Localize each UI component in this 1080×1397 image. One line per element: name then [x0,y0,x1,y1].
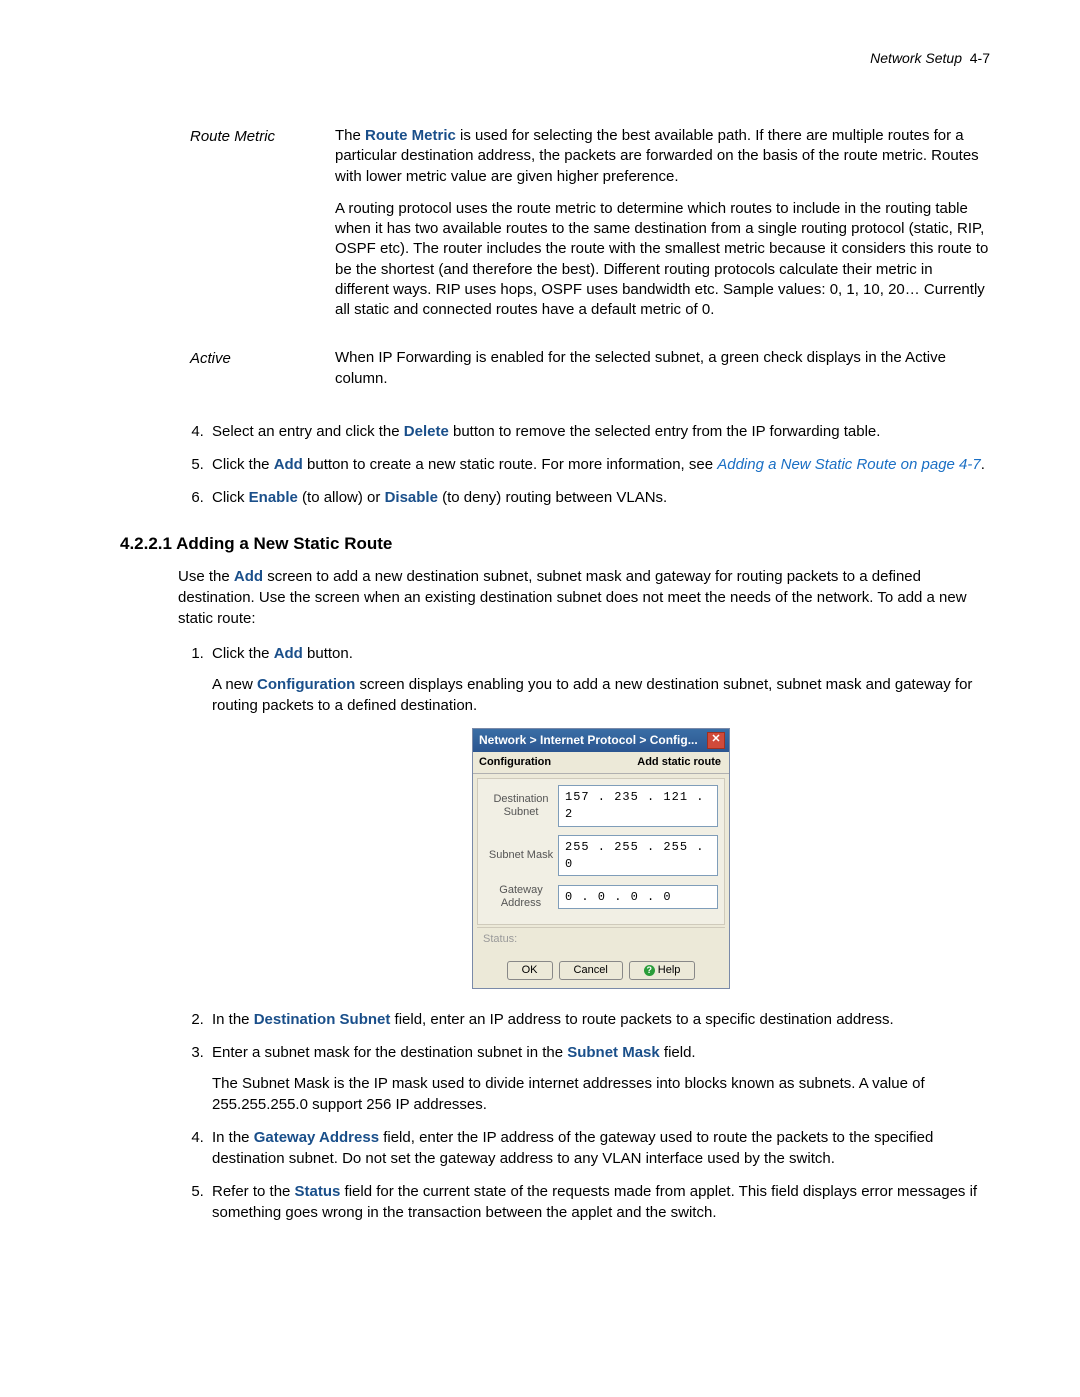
active-para: When IP Forwarding is enabled for the se… [335,348,990,389]
enable-label: Enable [249,489,298,506]
dialog-button-row: OK Cancel ?Help [473,957,729,988]
add-button-label: Add [274,645,303,662]
input-destination-subnet[interactable]: 157 . 235 . 121 . 2 [558,785,718,827]
route-metric-para1: The Route Metric is used for selecting t… [335,126,990,187]
configuration-label: Configuration [257,676,355,693]
step2-5: Refer to the Status field for the curren… [208,1181,990,1223]
label-gateway-address: Gateway Address [484,884,558,909]
steps-list-2: Click the Add button. A new Configuratio… [190,643,990,1224]
header-section: Network Setup [870,50,962,66]
cancel-button[interactable]: Cancel [559,961,623,980]
dest-subnet-label: Destination Subnet [254,1011,391,1028]
step-5: Click the Add button to create a new sta… [208,454,990,475]
add-label: Add [274,456,303,473]
close-icon[interactable]: ✕ [707,732,725,749]
help-icon: ? [644,965,655,976]
route-metric-label: Route Metric [365,127,456,144]
route-metric-para2: A routing protocol uses the route metric… [335,199,990,321]
intro-para: Use the Add screen to add a new destinat… [178,566,990,629]
step2-1: Click the Add button. A new Configuratio… [208,643,990,990]
dialog-status: Status: [477,927,725,957]
step-6: Click Enable (to allow) or Disable (to d… [208,487,990,508]
dialog-form: Destination Subnet 157 . 235 . 121 . 2 S… [477,778,725,924]
steps-list-1: Select an entry and click the Delete but… [190,421,990,508]
label-subnet-mask: Subnet Mask [484,849,558,862]
disable-label: Disable [385,489,438,506]
dialog-title-text: Network > Internet Protocol > Config... [479,732,698,749]
step2-2: In the Destination Subnet field, enter a… [208,1009,990,1030]
gateway-address-label: Gateway Address [254,1129,379,1146]
section-heading: 4.2.2.1 Adding a New Static Route [120,534,990,554]
dialog-subheader: Configuration Add static route [473,752,729,774]
link-adding-static-route[interactable]: Adding a New Static Route on page 4-7 [717,456,981,473]
label-destination-subnet: Destination Subnet [484,793,558,818]
step2-4: In the Gateway Address field, enter the … [208,1127,990,1169]
step-4: Select an entry and click the Delete but… [208,421,990,442]
input-subnet-mask[interactable]: 255 . 255 . 255 . 0 [558,835,718,877]
help-button[interactable]: ?Help [629,961,696,980]
ok-button[interactable]: OK [507,961,553,980]
add-screen-label: Add [234,568,263,585]
step2-3-continuation: The Subnet Mask is the IP mask used to d… [212,1073,990,1115]
term-active: Active [190,348,335,401]
input-gateway-address[interactable]: 0 . 0 . 0 . 0 [558,885,718,910]
config-dialog: Network > Internet Protocol > Config... … [472,728,730,990]
dialog-titlebar: Network > Internet Protocol > Config... … [473,729,729,752]
header-pageref: 4-7 [970,50,990,66]
subhead-right: Add static route [637,755,721,770]
step2-1-continuation: A new Configuration screen displays enab… [212,674,990,716]
definition-table: Route Metric The Route Metric is used fo… [190,126,990,401]
delete-label: Delete [404,423,449,440]
subhead-left: Configuration [479,755,551,770]
term-route-metric: Route Metric [190,126,335,332]
status-label: Status [295,1183,341,1200]
step2-3: Enter a subnet mask for the destination … [208,1042,990,1115]
subnet-mask-label: Subnet Mask [567,1044,660,1061]
page-header: Network Setup 4-7 [120,50,990,66]
